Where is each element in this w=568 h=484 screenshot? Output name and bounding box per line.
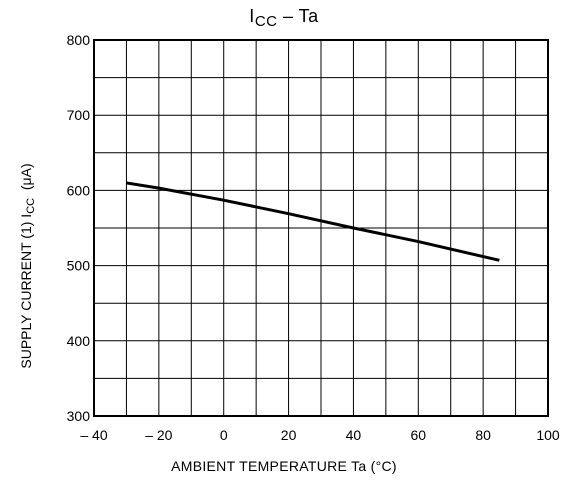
series-line-icc [126,181,500,262]
y-tick-label: 600 [67,182,91,198]
y-axis-label: SUPPLY CURRENT (1) ICC (μA) [18,163,37,369]
y-tick-label: 400 [67,333,91,349]
x-tick-label: 80 [475,427,491,443]
x-tick-label: 100 [536,427,560,443]
chart-title: ICC – Ta [249,6,319,30]
y-tick-label: 300 [67,408,91,424]
series-layer [126,181,500,262]
x-tick-label: 20 [281,427,297,443]
x-tick-label: – 20 [145,427,172,443]
tick-labels: – 40 – 20 0 20 40 60 80 100 300 400 500 600 700 800 [67,32,560,443]
grid [94,40,548,416]
x-tick-label: 0 [220,427,228,443]
y-tick-label: 700 [67,107,91,123]
y-tick-label: 500 [67,258,91,274]
x-axis-label: AMBIENT TEMPERATURE Ta (°C) [171,458,397,474]
y-tick-label: 800 [67,32,91,48]
x-tick-label: – 40 [80,427,107,443]
x-tick-label: 60 [410,427,426,443]
x-tick-label: 40 [346,427,362,443]
plot-frame [93,39,549,417]
